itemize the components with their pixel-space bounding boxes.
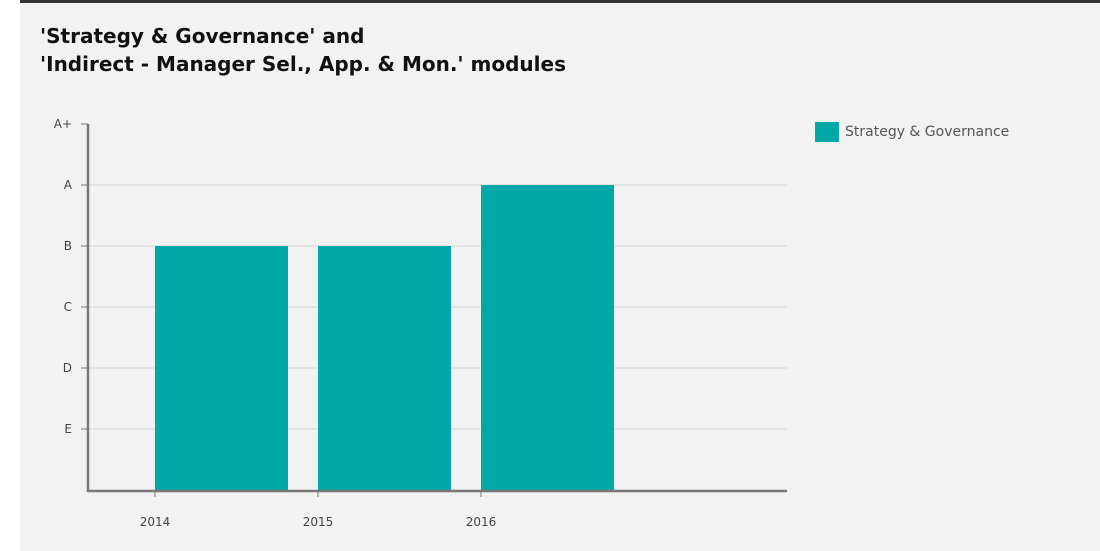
bar-2014 (155, 246, 288, 491)
x-tick-label-2015: 2015 (303, 515, 334, 529)
legend-label: Strategy & Governance (845, 124, 1010, 140)
y-tick-label: C (64, 300, 72, 314)
legend-swatch (815, 122, 839, 142)
y-tick-label: D (63, 361, 72, 375)
legend: Strategy & Governance (815, 122, 1009, 142)
chart-title-line-2: 'Indirect - Manager Sel., App. & Mon.' m… (40, 52, 566, 76)
y-tick-label: B (64, 239, 72, 253)
top-rule (20, 0, 1100, 3)
y-tick-label: A (64, 178, 73, 192)
y-tick-label: E (64, 422, 72, 436)
bar-2016 (481, 185, 614, 491)
x-tick-label-2014: 2014 (140, 515, 171, 529)
y-tick-label: A+ (54, 117, 72, 131)
bar-2015 (318, 246, 451, 491)
chart-title-line-1: 'Strategy & Governance' and (40, 24, 365, 48)
x-tick-label-2016: 2016 (466, 515, 497, 529)
chart-title: 'Strategy & Governance' and 'Indirect - … (40, 22, 566, 78)
